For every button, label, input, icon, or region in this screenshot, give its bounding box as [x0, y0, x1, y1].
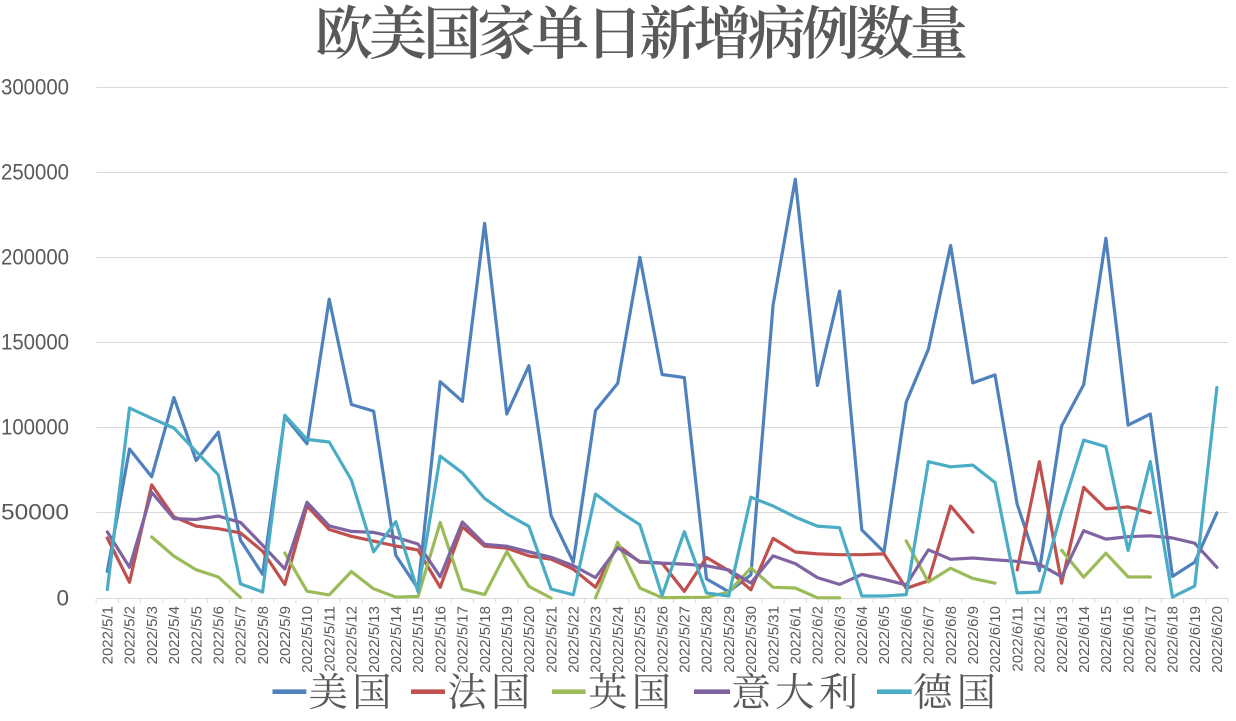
svg-text:2022/5/3: 2022/5/3: [144, 606, 161, 664]
svg-text:2022/5/18: 2022/5/18: [477, 606, 494, 673]
svg-text:150000: 150000: [1, 329, 69, 354]
svg-text:2022/5/17: 2022/5/17: [455, 606, 472, 673]
svg-text:2022/6/11: 2022/6/11: [1009, 606, 1026, 672]
svg-text:250000: 250000: [1, 159, 69, 184]
svg-text:2022/5/31: 2022/5/31: [765, 606, 782, 673]
svg-text:2022/5/9: 2022/5/9: [277, 606, 294, 664]
svg-text:2022/6/5: 2022/6/5: [876, 606, 893, 664]
svg-text:2022/5/30: 2022/5/30: [743, 606, 760, 673]
svg-text:2022/5/11: 2022/5/11: [321, 606, 338, 672]
svg-text:2022/5/6: 2022/5/6: [211, 606, 228, 664]
svg-text:2022/5/4: 2022/5/4: [166, 606, 183, 664]
svg-text:2022/6/14: 2022/6/14: [1076, 606, 1093, 673]
svg-text:2022/5/8: 2022/5/8: [255, 606, 272, 664]
svg-text:2022/5/28: 2022/5/28: [699, 606, 716, 673]
svg-text:2022/5/20: 2022/5/20: [521, 606, 538, 673]
svg-text:2022/6/7: 2022/6/7: [921, 606, 938, 664]
svg-text:2022/5/13: 2022/5/13: [366, 606, 383, 673]
svg-text:2022/6/3: 2022/6/3: [832, 606, 849, 664]
svg-text:2022/6/6: 2022/6/6: [898, 606, 915, 664]
svg-text:100000: 100000: [1, 414, 69, 439]
svg-text:2022/6/13: 2022/6/13: [1054, 606, 1071, 673]
svg-text:2022/6/4: 2022/6/4: [854, 606, 871, 664]
svg-text:2022/5/16: 2022/5/16: [432, 606, 449, 673]
svg-text:2022/6/8: 2022/6/8: [943, 606, 960, 664]
svg-text:2022/5/25: 2022/5/25: [632, 606, 649, 673]
svg-text:50000: 50000: [1, 499, 69, 524]
svg-text:2022/6/10: 2022/6/10: [987, 606, 1004, 673]
svg-text:2022/5/22: 2022/5/22: [566, 606, 583, 673]
svg-text:2022/6/1: 2022/6/1: [788, 606, 805, 664]
svg-text:200000: 200000: [1, 244, 69, 269]
svg-text:2022/5/5: 2022/5/5: [188, 606, 205, 664]
svg-text:2022/6/12: 2022/6/12: [1032, 606, 1049, 673]
svg-text:2022/5/27: 2022/5/27: [677, 606, 694, 673]
svg-text:2022/6/9: 2022/6/9: [965, 606, 982, 664]
svg-text:2022/5/1: 2022/5/1: [100, 606, 117, 664]
svg-text:2022/6/16: 2022/6/16: [1120, 606, 1137, 673]
svg-text:2022/6/18: 2022/6/18: [1165, 606, 1182, 673]
svg-text:2022/5/24: 2022/5/24: [610, 606, 627, 673]
svg-text:2022/6/19: 2022/6/19: [1187, 606, 1204, 673]
svg-text:2022/5/19: 2022/5/19: [499, 606, 516, 673]
svg-text:2022/6/2: 2022/6/2: [810, 606, 827, 664]
svg-text:2022/5/14: 2022/5/14: [388, 606, 405, 673]
svg-text:2022/5/15: 2022/5/15: [410, 606, 427, 673]
svg-text:2022/6/17: 2022/6/17: [1143, 606, 1160, 673]
svg-text:2022/5/10: 2022/5/10: [299, 606, 316, 673]
svg-text:2022/5/12: 2022/5/12: [344, 606, 361, 673]
svg-text:2022/6/20: 2022/6/20: [1209, 606, 1226, 673]
svg-text:2022/5/2: 2022/5/2: [122, 606, 139, 664]
svg-text:300000: 300000: [1, 74, 69, 99]
svg-text:0: 0: [56, 585, 69, 610]
svg-text:2022/5/7: 2022/5/7: [233, 606, 250, 664]
svg-text:2022/6/15: 2022/6/15: [1098, 606, 1115, 673]
svg-text:2022/5/21: 2022/5/21: [543, 606, 560, 673]
svg-text:2022/5/26: 2022/5/26: [654, 606, 671, 673]
svg-text:2022/5/23: 2022/5/23: [588, 606, 605, 673]
svg-text:2022/5/29: 2022/5/29: [721, 606, 738, 673]
